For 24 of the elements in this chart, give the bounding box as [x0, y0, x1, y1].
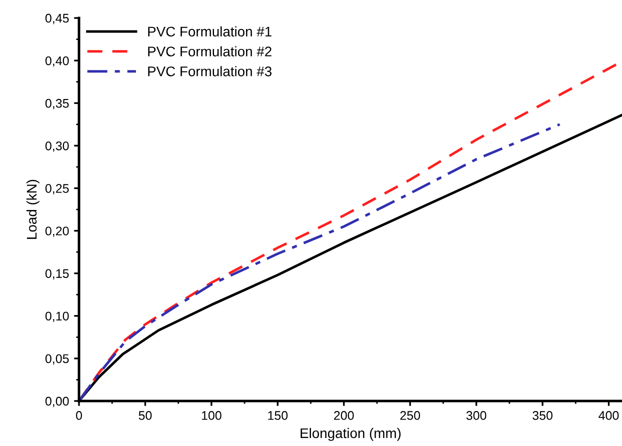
legend-label: PVC Formulation #3: [148, 66, 272, 76]
legend-label: PVC Formulation #1: [148, 26, 272, 37]
y-axis-title: Load (kN): [26, 180, 40, 239]
x-tick-label: 100: [202, 411, 222, 420]
x-tick-label: 350: [532, 411, 552, 420]
y-tick-label: 0,15: [45, 269, 69, 280]
x-tick-label: 300: [466, 411, 486, 420]
y-tick-label: 0,20: [45, 226, 69, 237]
x-tick-label: 150: [268, 411, 288, 420]
x-tick-label: 250: [400, 411, 420, 420]
y-tick-label: 0,25: [45, 184, 69, 194]
x-tick-label: 200: [334, 411, 354, 420]
x-axis-title: Elongation (mm): [300, 428, 401, 441]
y-tick-label: 0,35: [45, 98, 69, 110]
x-tick-label: 50: [138, 411, 152, 420]
y-tick-label: 0,30: [45, 141, 69, 152]
y-tick-label: 0,05: [45, 354, 69, 365]
legend-label: PVC Formulation #2: [148, 46, 272, 56]
y-tick-label: 0,10: [45, 312, 69, 322]
y-tick-label: 0,40: [45, 56, 69, 67]
x-tick-label: 400: [598, 411, 619, 420]
y-tick-label: 0,45: [45, 14, 69, 24]
y-tick-label: 0,00: [45, 396, 69, 408]
x-tick-label: 0: [76, 411, 82, 420]
